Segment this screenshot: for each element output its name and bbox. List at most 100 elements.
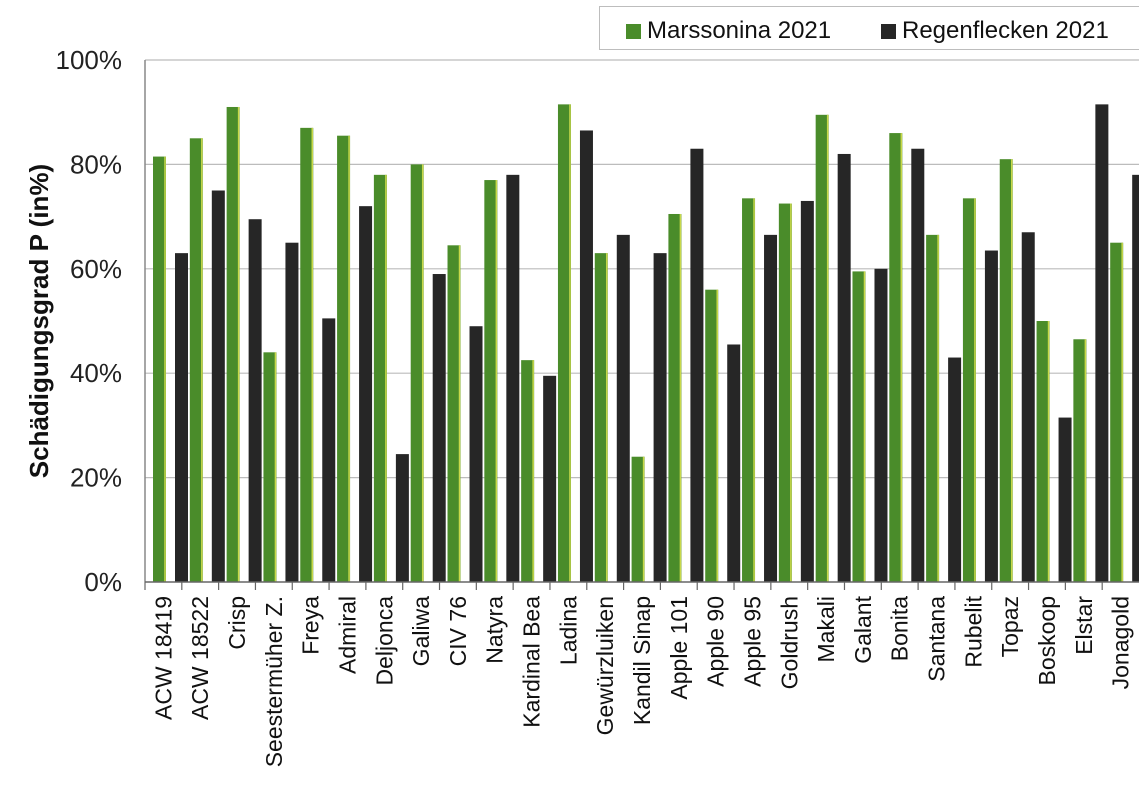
bar-regenflecken (764, 234, 778, 582)
legend-item-regenflecken: Regenflecken 2021 (881, 17, 1109, 45)
bar-regenflecken (211, 190, 225, 582)
bar-regenflecken (322, 318, 336, 582)
bar-marssonina (484, 180, 498, 582)
x-tick-label: Kandil Sinap (629, 596, 655, 725)
bar-marssonina (926, 234, 940, 582)
x-tick-label: Admiral (334, 596, 360, 674)
bar-regenflecken (727, 344, 741, 582)
bar-regenflecken (175, 253, 188, 582)
legend-swatch-marssonina (626, 23, 641, 39)
x-tick-label: Galant (850, 595, 876, 663)
bar-marssonina (410, 164, 424, 582)
bar-regenflecken (1132, 174, 1139, 582)
x-tick-label: Jonagold (1108, 596, 1134, 689)
bar-regenflecken (1095, 104, 1109, 583)
x-tick-label: Rubelit (960, 595, 986, 667)
bar-regenflecken (984, 250, 998, 582)
legend-label-marssonina: Marssonina 2021 (647, 17, 832, 44)
x-tick-label: Santana (924, 596, 950, 682)
bar-regenflecken (543, 375, 557, 582)
x-tick-label: ACW 18419 (150, 596, 176, 720)
y-tick-label: 40% (70, 358, 122, 388)
y-tick-label: 0% (84, 567, 122, 597)
x-tick-label: Apple 95 (739, 596, 765, 687)
bar-marssonina (852, 271, 866, 582)
bar-marssonina (668, 213, 682, 583)
bar-regenflecken (837, 153, 851, 582)
x-tick-label: Ladina (555, 596, 581, 665)
bars (153, 104, 1139, 583)
bar-marssonina (189, 138, 203, 583)
y-tick-label: 80% (70, 149, 122, 179)
x-tick-label: Crisp (224, 596, 250, 650)
x-tick-label: Goldrush (776, 596, 802, 689)
bar-marssonina (962, 198, 976, 582)
x-tick-label: Boskoop (1034, 596, 1060, 686)
x-tick-label: ACW 18522 (187, 596, 213, 720)
bar-regenflecken (1058, 417, 1072, 582)
x-tick-label: Kardinal Bea (519, 596, 545, 728)
bar-marssonina (373, 174, 387, 582)
bar-marssonina (631, 456, 645, 582)
bar-regenflecken (911, 148, 925, 583)
y-tick-label: 60% (70, 254, 122, 284)
bar-regenflecken (285, 242, 299, 582)
x-tick-label: Galiwa (408, 596, 434, 667)
x-tick-label: Makali (813, 596, 839, 662)
legend: Marssonina 2021 Regenflecken 2021 (599, 6, 1139, 50)
bar-regenflecken (506, 174, 520, 582)
axis-labels: 0% 20% 40% 60% 80% 100% ACW 18419 ACW 18522 Cris… (24, 45, 1134, 767)
x-tick-label: CIV 76 (445, 596, 471, 666)
bar-marssonina (999, 159, 1013, 582)
x-tick-label: Apple 90 (703, 596, 729, 687)
x-tick-label: Natyra (482, 596, 508, 664)
x-tick-label: Topaz (997, 596, 1023, 657)
y-axis-title: Schädigungsgrad P (in%) (24, 164, 54, 478)
bar-marssonina (1036, 321, 1050, 582)
axes (144, 60, 1139, 590)
x-tick-label: Elstar (1071, 596, 1097, 655)
bar-regenflecken (800, 200, 814, 582)
x-tick-label: Seestermüher Z. (261, 596, 287, 767)
x-tick-label: Apple 101 (666, 596, 692, 700)
bar-regenflecken (948, 357, 962, 582)
bar-marssonina (815, 114, 829, 582)
x-tick-label: Deljonca (371, 596, 397, 686)
bar-marssonina (1073, 339, 1087, 582)
bar-regenflecken (579, 130, 593, 582)
bar-regenflecken (432, 274, 446, 582)
bar-marssonina (557, 104, 571, 583)
bar-marssonina (263, 352, 277, 582)
bar-regenflecken (874, 268, 888, 582)
bar-marssonina (153, 156, 166, 582)
bar-marssonina (889, 133, 903, 582)
bar-regenflecken (359, 206, 373, 582)
legend-swatch-regenflecken (881, 23, 896, 39)
bar-marssonina (594, 253, 608, 582)
bar-regenflecken (395, 454, 409, 582)
bar-regenflecken (690, 148, 704, 583)
bar-marssonina (521, 360, 535, 582)
bar-regenflecken (1021, 232, 1035, 582)
y-tick-label: 100% (56, 45, 123, 75)
bar-marssonina (705, 289, 719, 582)
bar-regenflecken (653, 253, 667, 582)
bar-marssonina (778, 203, 792, 583)
bar-regenflecken (469, 326, 483, 582)
x-tick-label: Bonita (887, 596, 913, 661)
bar-marssonina (742, 198, 756, 582)
legend-item-marssonina: Marssonina 2021 (626, 17, 831, 45)
bar-marssonina (337, 135, 351, 582)
bar-regenflecken (248, 219, 262, 582)
bar-marssonina (226, 106, 240, 582)
bar-marssonina (1110, 242, 1124, 582)
x-tick-label: Gewürzluiken (592, 596, 618, 735)
legend-label-regenflecken: Regenflecken 2021 (902, 17, 1109, 44)
bar-marssonina (447, 245, 461, 582)
bar-regenflecken (616, 234, 630, 582)
x-tick-label: Freya (298, 596, 324, 655)
y-tick-label: 20% (70, 463, 122, 493)
bar-marssonina (300, 127, 314, 583)
